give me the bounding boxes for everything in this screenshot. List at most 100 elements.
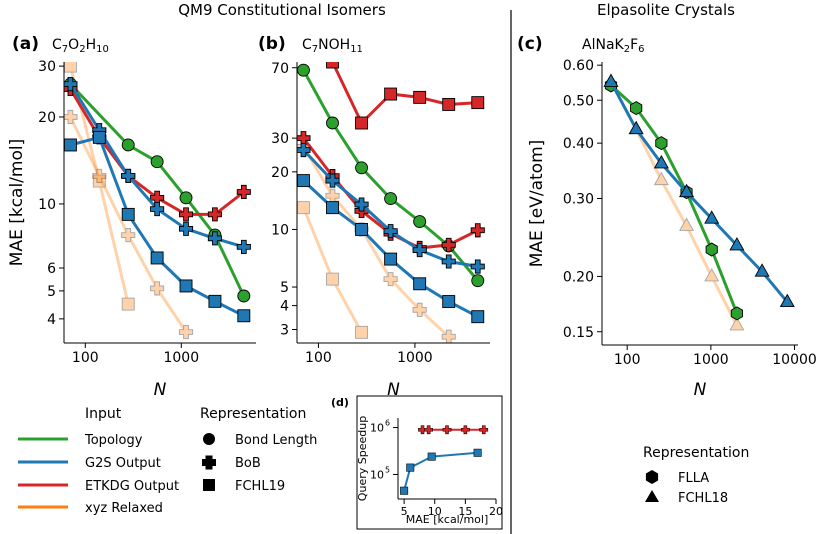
- data-point: [297, 201, 310, 215]
- y-tick-label: 4: [280, 299, 289, 315]
- legend-marker-triangle: [645, 490, 659, 502]
- data-point: [64, 77, 78, 92]
- y-tick-exponent: 6: [385, 418, 390, 427]
- y-axis-label: MAE [kcal/mol]: [7, 139, 27, 266]
- x-tick-label: 5: [401, 505, 408, 518]
- data-point: [297, 24, 309, 36]
- legend-label-fchl18: FCHL18: [678, 491, 728, 506]
- data-point: [384, 192, 398, 206]
- x-tick-label: 15: [458, 505, 472, 518]
- legend-representation-c: Representation FLLA FCHL18: [643, 445, 749, 506]
- y-tick-label: 5: [47, 284, 56, 300]
- data-point: [297, 142, 311, 158]
- data-point: [655, 136, 668, 151]
- data-point: [236, 184, 251, 200]
- data-point: [179, 191, 193, 205]
- data-point: [442, 425, 452, 435]
- series-line: [302, 146, 450, 338]
- data-point: [208, 294, 222, 308]
- data-point: [413, 215, 427, 228]
- series-d-1: [400, 448, 482, 495]
- y-tick-label: 0.50: [563, 93, 594, 109]
- molecule-label-b: C7NOH11: [302, 37, 363, 55]
- series-b-3: [297, 24, 485, 130]
- series-a-2: [64, 77, 251, 303]
- data-point: [325, 173, 340, 188]
- y-tick-label: 4: [47, 312, 56, 328]
- data-point: [121, 168, 136, 183]
- data-point: [406, 463, 415, 472]
- data-point: [383, 224, 398, 239]
- series-line: [403, 451, 478, 491]
- series-c-1: [604, 78, 743, 321]
- data-point: [779, 293, 795, 308]
- data-point: [418, 425, 427, 435]
- legend-marker-circle: [203, 433, 215, 445]
- x-tick-label: 20: [489, 505, 503, 518]
- data-point: [441, 237, 456, 252]
- panel-b: (b) 100 1000 3 4 5 10 20 30 70 N: [258, 24, 490, 400]
- data-point: [628, 120, 644, 135]
- data-point: [653, 154, 669, 169]
- data-point: [207, 231, 222, 246]
- data-point: [730, 306, 743, 321]
- panel-tag-a: (a): [12, 34, 39, 54]
- panel-tag-b: (b): [258, 34, 286, 54]
- series-a-4: [64, 77, 251, 254]
- data-point: [354, 197, 369, 212]
- series-b-5: [297, 142, 485, 274]
- data-point: [326, 201, 339, 215]
- data-point: [237, 289, 251, 303]
- panel-tag-c: (c): [517, 34, 543, 54]
- series-c-2: [603, 73, 795, 308]
- panel-a: (a) 100 1000 4 5 6 10 20 30 N MAE [kcal/mol]: [7, 34, 256, 400]
- data-point: [355, 325, 369, 339]
- data-point: [754, 263, 770, 277]
- y-tick-label: 5: [280, 280, 289, 296]
- data-point: [729, 236, 745, 251]
- series-line: [302, 207, 363, 334]
- header-elpasolite: Elpasolite Crystals: [597, 1, 735, 19]
- legend-label-xyz: xyz Relaxed: [85, 501, 163, 516]
- data-point: [413, 90, 427, 104]
- data-point: [729, 317, 745, 331]
- data-point: [150, 201, 165, 217]
- data-point: [442, 98, 456, 111]
- data-point: [470, 259, 485, 274]
- data-point: [704, 268, 720, 282]
- series-group-a: [64, 62, 251, 340]
- data-point: [178, 325, 194, 340]
- y-tick-label: 70: [271, 61, 289, 77]
- x-axis-label: N: [694, 380, 707, 400]
- y-tick-label: 6: [47, 261, 56, 277]
- data-point: [653, 171, 669, 186]
- data-point: [92, 168, 107, 183]
- y-tick-label: 20: [38, 110, 56, 126]
- y-tick-label: 10: [370, 422, 384, 435]
- data-point: [297, 63, 310, 77]
- series-b-6: [297, 174, 485, 324]
- data-point: [355, 161, 369, 175]
- x-tick-label: 100: [305, 350, 332, 366]
- x-tick-label: 100: [72, 350, 99, 366]
- x-tick-label: 10: [428, 505, 442, 518]
- x-axis-label: N: [154, 380, 167, 400]
- legend-marker-hexagon: [645, 470, 659, 484]
- data-point: [441, 254, 456, 269]
- data-point: [471, 96, 485, 110]
- y-axis-label: MAE [eV/atom]: [527, 140, 547, 268]
- legend-representation: Representation Bond Length BoB FCHL19: [200, 406, 317, 494]
- y-tick-label: 10: [271, 222, 289, 238]
- series-d-0: [418, 425, 489, 435]
- series-group-b: [297, 24, 485, 343]
- y-tick-exponent: 5: [385, 465, 390, 474]
- x-axis-label: MAE [kcal/mol]: [406, 513, 488, 526]
- data-point: [178, 207, 194, 222]
- legend-label-etkdg: ETKDG Output: [85, 479, 179, 494]
- data-point: [704, 210, 720, 224]
- series-a-5: [64, 130, 251, 323]
- legend-marker-square: [203, 479, 215, 491]
- inset-frame: [356, 395, 503, 530]
- y-tick-label: 0.60: [563, 58, 594, 74]
